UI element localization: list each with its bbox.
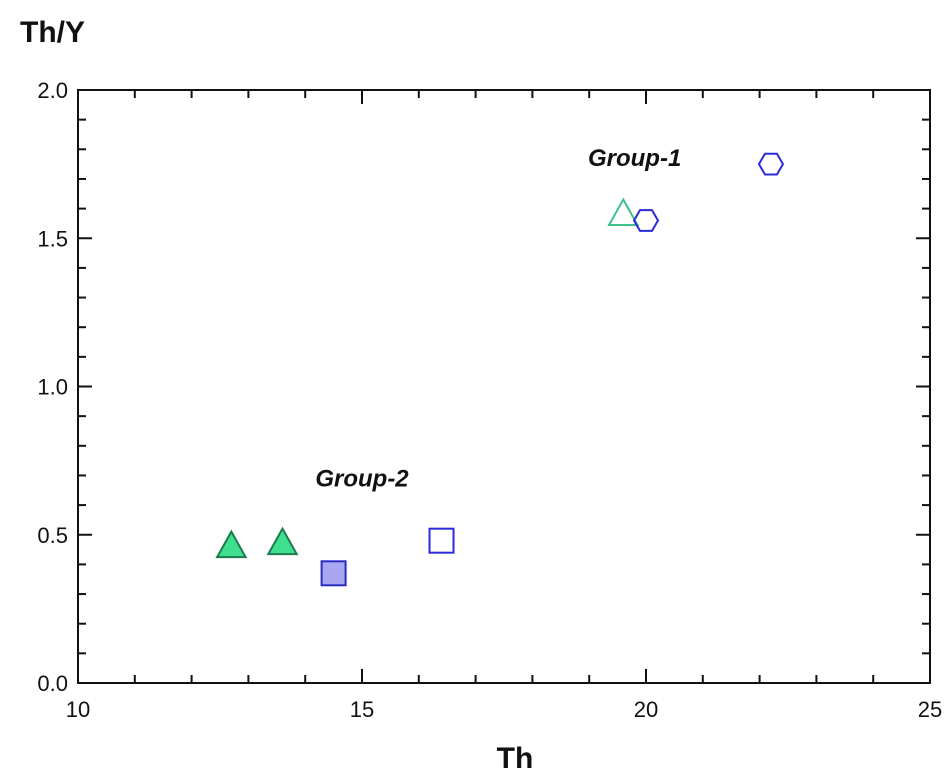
plot-frame: [77, 89, 931, 684]
annotation-group-1: Group-1: [588, 145, 681, 172]
annotation-group-2: Group-2: [315, 465, 409, 492]
x-axis-title: Th: [497, 742, 534, 773]
data-point-triangle: [607, 197, 640, 227]
x-tick-label: 10: [66, 697, 90, 722]
y-tick-label: 0.0: [37, 671, 68, 696]
data-point-square: [320, 560, 347, 587]
x-tick-label: 25: [918, 697, 942, 722]
y-tick-label: 2.0: [37, 78, 68, 103]
data-point-triangle: [215, 529, 248, 559]
x-tick-label: 15: [350, 697, 374, 722]
data-point-square: [428, 527, 455, 554]
data-point-hexagon: [757, 152, 785, 176]
tick-labels: 10 15 20 25 0.0 0.5 1.0 1.5 2.0: [37, 78, 942, 722]
y-tick-label: 1.5: [37, 226, 68, 251]
y-axis-title: Th/Y: [20, 16, 85, 49]
x-tick-label: 20: [634, 697, 658, 722]
axes: [77, 89, 931, 684]
y-tick-label: 1.0: [37, 375, 68, 400]
data-points: [215, 152, 785, 587]
ticks: [77, 89, 931, 684]
y-tick-label: 0.5: [37, 523, 68, 548]
data-point-hexagon: [632, 209, 660, 232]
data-point-triangle: [266, 526, 299, 556]
